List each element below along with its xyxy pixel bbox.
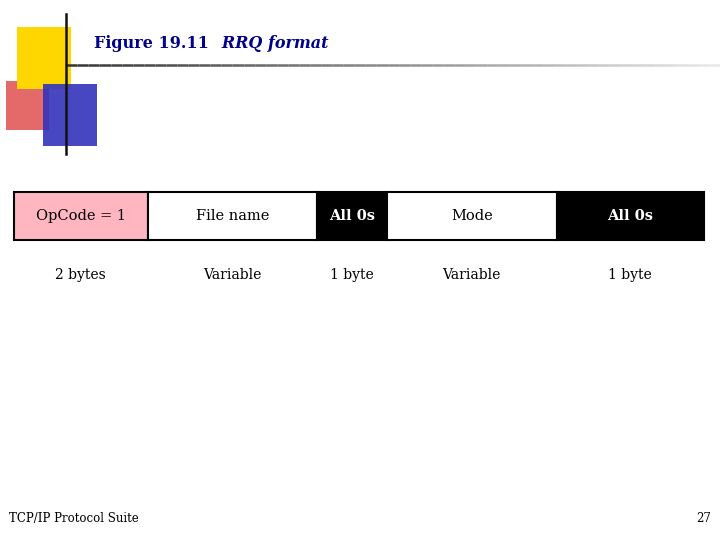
Text: Mode: Mode xyxy=(451,209,492,223)
Bar xyxy=(43,84,97,146)
Text: All 0s: All 0s xyxy=(608,209,653,223)
Text: Variable: Variable xyxy=(442,268,501,282)
Text: OpCode = 1: OpCode = 1 xyxy=(36,209,126,223)
Bar xyxy=(557,192,704,240)
Text: 27: 27 xyxy=(696,512,711,525)
Bar xyxy=(14,192,148,240)
Text: Figure 19.11: Figure 19.11 xyxy=(94,35,209,52)
Bar xyxy=(317,192,387,240)
Text: RRQ format: RRQ format xyxy=(205,35,329,52)
Text: 1 byte: 1 byte xyxy=(330,268,374,282)
Text: All 0s: All 0s xyxy=(329,209,375,223)
Bar xyxy=(148,192,317,240)
Bar xyxy=(6,81,49,130)
Text: TCP/IP Protocol Suite: TCP/IP Protocol Suite xyxy=(9,512,138,525)
Text: 2 bytes: 2 bytes xyxy=(55,268,106,282)
Text: 1 byte: 1 byte xyxy=(608,268,652,282)
Bar xyxy=(17,27,71,89)
Text: File name: File name xyxy=(196,209,269,223)
Bar xyxy=(387,192,557,240)
Text: Variable: Variable xyxy=(202,268,261,282)
